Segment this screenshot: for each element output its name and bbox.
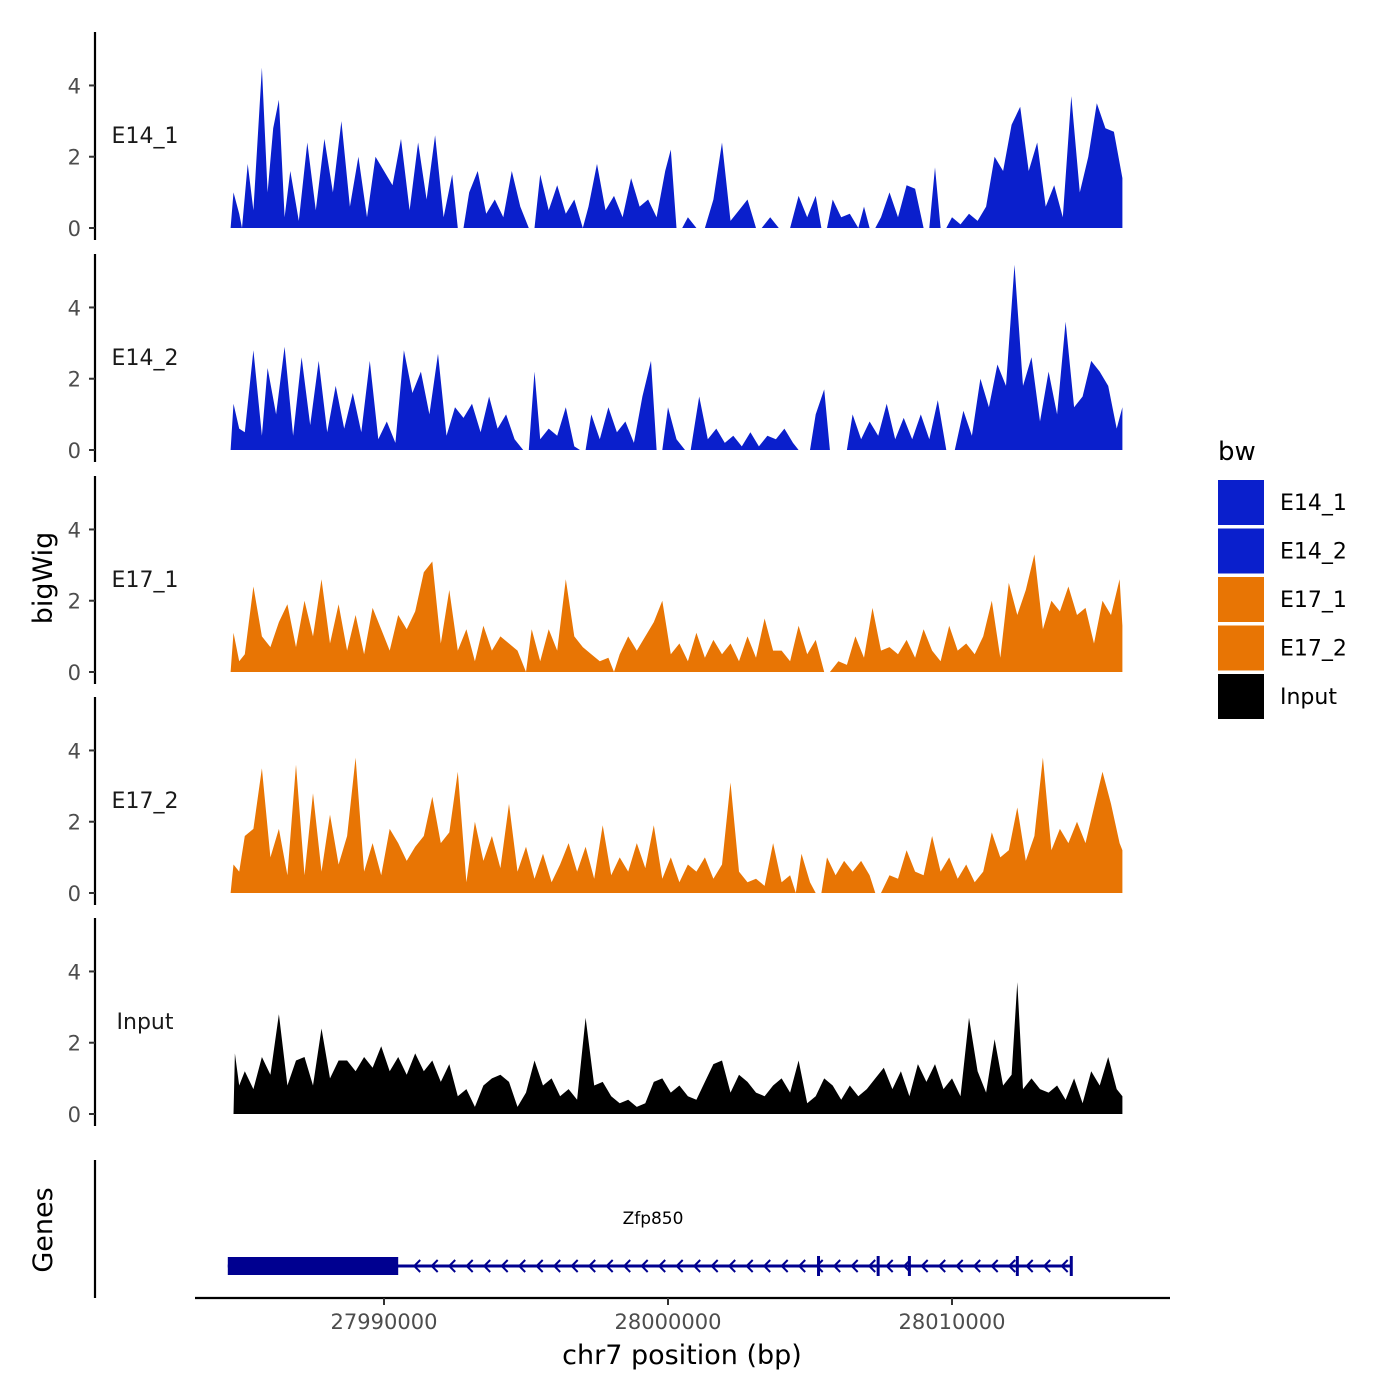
legend-label: Input bbox=[1280, 685, 1337, 710]
signal-area-input bbox=[233, 982, 1123, 1114]
y-tick-label: 2 bbox=[68, 1032, 81, 1056]
track-panel-input: 0 2 4 Input bbox=[68, 918, 1123, 1127]
strand-arrow bbox=[850, 1259, 859, 1273]
x-tick-label: 27990000 bbox=[331, 1310, 438, 1334]
legend-swatch-e14-2 bbox=[1218, 528, 1264, 574]
strand-arrow bbox=[1060, 1259, 1069, 1273]
strand-arrow bbox=[745, 1259, 754, 1273]
strand-arrow bbox=[1025, 1259, 1034, 1273]
legend-label: E14_1 bbox=[1280, 491, 1347, 516]
track-label: E14_1 bbox=[112, 124, 179, 149]
y-tick-label: 4 bbox=[68, 74, 81, 98]
track-label: E17_2 bbox=[112, 789, 179, 814]
y-tick-label: 0 bbox=[68, 217, 81, 241]
gene-label: Zfp850 bbox=[623, 1209, 684, 1229]
legend-label: E14_2 bbox=[1280, 540, 1347, 565]
x-axis-title: chr7 position (bp) bbox=[562, 1340, 802, 1371]
strand-arrow bbox=[447, 1259, 456, 1273]
gene-exon-block bbox=[227, 1257, 399, 1275]
legend-label: E17_1 bbox=[1280, 588, 1347, 613]
y-tick-label: 4 bbox=[68, 739, 81, 763]
strand-arrow bbox=[955, 1259, 964, 1273]
y-tick-label: 4 bbox=[68, 518, 81, 542]
genes-axis-title: Genes bbox=[28, 1187, 59, 1272]
legend-label: E17_2 bbox=[1280, 637, 1347, 662]
signal-area-e17-1 bbox=[230, 554, 1123, 672]
strand-arrow bbox=[500, 1259, 509, 1273]
genes-panel: Zfp850 bbox=[93, 1160, 1073, 1298]
strand-arrow bbox=[762, 1259, 771, 1273]
strand-arrow bbox=[780, 1259, 789, 1273]
strand-arrow bbox=[797, 1259, 806, 1273]
strand-arrow bbox=[622, 1259, 631, 1273]
track-panel-e14-1: 0 2 4 E14_1 bbox=[68, 32, 1123, 241]
y-tick-label: 0 bbox=[68, 1103, 81, 1127]
x-tick-label: 28000000 bbox=[615, 1310, 722, 1334]
y-tick-label: 0 bbox=[68, 661, 81, 685]
signal-area-e14-2 bbox=[230, 264, 1123, 450]
strand-arrow bbox=[692, 1259, 701, 1273]
signal-area-e17-2 bbox=[230, 757, 1123, 893]
y-tick-label: 4 bbox=[68, 960, 81, 984]
tracks-layer: 0 2 4 E14_1 0 2 4 E14_2 0 2 4 E17_1 0 2 4 E17_2 0 2 4 Input bbox=[68, 32, 1123, 1127]
strand-arrow bbox=[465, 1259, 474, 1273]
legend-title: bw bbox=[1218, 437, 1256, 467]
strand-arrow bbox=[920, 1259, 929, 1273]
y-tick-label: 4 bbox=[68, 296, 81, 320]
strand-arrow bbox=[675, 1259, 684, 1273]
strand-arrow bbox=[552, 1259, 561, 1273]
strand-arrow bbox=[867, 1259, 876, 1273]
strand-arrow bbox=[482, 1259, 491, 1273]
strand-arrow bbox=[570, 1259, 579, 1273]
strand-arrow bbox=[517, 1259, 526, 1273]
signal-area-e14-1 bbox=[230, 67, 1123, 228]
strand-arrow bbox=[937, 1259, 946, 1273]
strand-arrow bbox=[657, 1259, 666, 1273]
strand-arrow bbox=[640, 1259, 649, 1273]
legend-swatch-e17-2 bbox=[1218, 625, 1264, 671]
track-panel-e17-1: 0 2 4 E17_1 bbox=[68, 476, 1123, 685]
strand-arrow bbox=[710, 1259, 719, 1273]
track-panel-e14-2: 0 2 4 E14_2 bbox=[68, 254, 1123, 463]
strand-arrow bbox=[815, 1259, 824, 1273]
y-tick-label: 0 bbox=[68, 439, 81, 463]
x-tick-label: 28010000 bbox=[899, 1310, 1006, 1334]
legend-swatch-e17-1 bbox=[1218, 577, 1264, 622]
y-tick-label: 2 bbox=[68, 590, 81, 614]
legend-swatch-input bbox=[1218, 674, 1264, 719]
strand-arrow bbox=[1042, 1259, 1051, 1273]
y-tick-label: 2 bbox=[68, 368, 81, 392]
track-label: E17_1 bbox=[112, 568, 179, 593]
track-panel-e17-2: 0 2 4 E17_2 bbox=[68, 697, 1123, 906]
strand-arrow bbox=[972, 1259, 981, 1273]
strand-arrow bbox=[412, 1259, 421, 1273]
y-tick-label: 2 bbox=[68, 811, 81, 835]
strand-arrow bbox=[1007, 1259, 1016, 1273]
track-label: Input bbox=[117, 1010, 174, 1035]
strand-arrow bbox=[587, 1259, 596, 1273]
strand-arrow bbox=[605, 1259, 614, 1273]
strand-arrow bbox=[885, 1259, 894, 1273]
track-label: E14_2 bbox=[112, 346, 179, 371]
strand-arrow bbox=[727, 1259, 736, 1273]
legend: bw E14_1 E14_2 E17_1 E17_2 Input bbox=[1218, 437, 1347, 719]
strand-arrow bbox=[832, 1259, 841, 1273]
strand-arrow bbox=[430, 1259, 439, 1273]
x-axis: 27990000 28000000 28010000 bbox=[195, 1296, 1170, 1334]
y-tick-label: 0 bbox=[68, 882, 81, 906]
y-axis-title: bigWig bbox=[28, 532, 59, 625]
legend-swatch-e14-1 bbox=[1218, 480, 1264, 525]
y-tick-label: 2 bbox=[68, 146, 81, 170]
strand-arrow bbox=[535, 1259, 544, 1273]
strand-arrow bbox=[990, 1259, 999, 1273]
